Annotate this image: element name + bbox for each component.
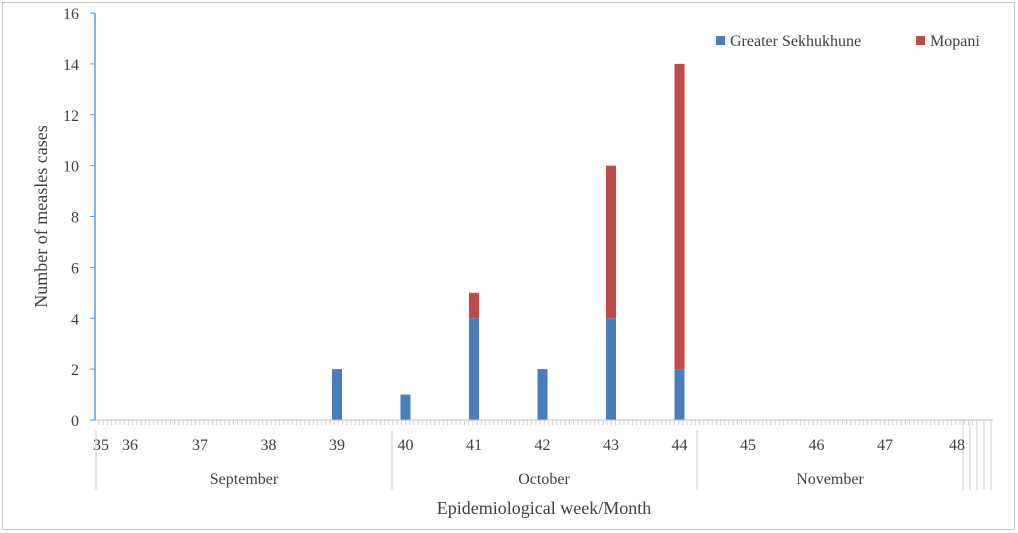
month-label: September — [210, 471, 279, 488]
month-label: November — [796, 471, 864, 488]
y-tick-label: 14 — [63, 57, 79, 74]
bar-segment — [606, 165, 616, 319]
x-tick-label: 42 — [535, 437, 551, 454]
legend: Greater Sekhukhune Mopani — [716, 33, 980, 50]
x-axis-title: Epidemiological week/Month — [437, 498, 651, 518]
x-tick-label: 39 — [329, 437, 345, 454]
bar-segment — [606, 318, 616, 420]
x-tick-label: 47 — [877, 437, 893, 454]
x-tick-label: 36 — [122, 437, 138, 454]
x-tick-label: 41 — [466, 437, 482, 454]
y-tick-label: 4 — [71, 311, 79, 328]
x-tick-label: 43 — [603, 437, 619, 454]
legend-label: Mopani — [930, 33, 980, 50]
bar-segment — [537, 369, 548, 420]
x-tick-label: 35 — [93, 437, 109, 454]
y-tick-label: 10 — [63, 159, 79, 176]
x-tick-label: 37 — [192, 437, 208, 454]
legend-swatch — [716, 36, 725, 45]
legend-swatch — [916, 36, 925, 45]
y-tick-label: 16 — [63, 6, 79, 23]
bar-segment — [332, 369, 342, 420]
y-axis-title: Number of measles cases — [31, 125, 51, 307]
y-tick-label: 0 — [71, 413, 79, 430]
month-axis: September October November — [95, 430, 864, 490]
month-label: October — [518, 471, 570, 488]
y-axis-ticks: 0 2 4 6 8 10 12 14 16 — [63, 6, 95, 430]
x-tick-label: 46 — [809, 437, 825, 454]
bar-segment — [400, 394, 411, 420]
y-tick-label: 8 — [71, 210, 79, 227]
x-tick-label: 44 — [672, 437, 688, 454]
x-tick-label: 38 — [261, 437, 277, 454]
x-tick-label: 40 — [398, 437, 414, 454]
y-tick-label: 6 — [71, 260, 79, 277]
bar-segment — [469, 318, 479, 420]
x-axis: 35 36 37 38 39 40 41 42 43 44 45 46 47 48 — [93, 419, 993, 490]
bar-segment — [674, 63, 685, 370]
y-tick-label: 2 — [71, 362, 79, 379]
bar-segment — [469, 292, 479, 319]
bars — [332, 63, 685, 420]
bar-segment — [674, 369, 685, 420]
x-tick-label: 48 — [949, 437, 965, 454]
legend-label: Greater Sekhukhune — [730, 33, 861, 50]
x-tick-label: 45 — [740, 437, 756, 454]
y-tick-label: 12 — [63, 108, 79, 125]
